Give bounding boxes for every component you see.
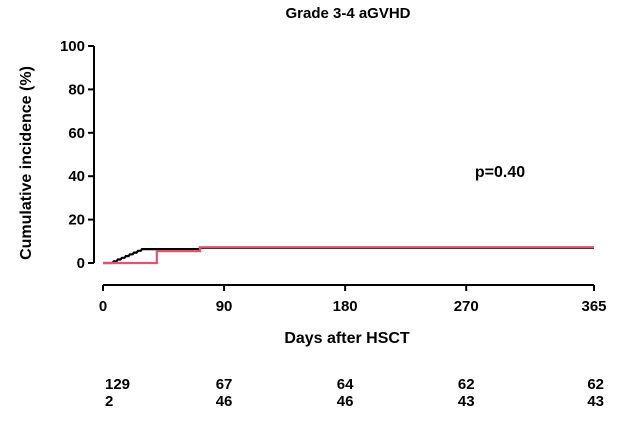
series-line-2: [103, 246, 594, 265]
risk-table-cell: 46: [337, 393, 354, 410]
axes: 0 20 40 60 80 100 0 90 180 270 365: [60, 38, 607, 315]
x-tick-label: 180: [333, 298, 358, 315]
y-axis-label: Cumulative incidence (%): [18, 66, 35, 260]
x-tick-label: 0: [99, 298, 107, 315]
risk-table-cell: 67: [216, 376, 233, 393]
x-tick-label: 270: [454, 298, 479, 315]
y-tick-label: 0: [77, 255, 85, 272]
risk-table-cell: 62: [587, 376, 604, 393]
x-tick-label: 365: [581, 298, 606, 315]
risk-table: 129 67 64 62 62 2 46 46 43 43: [105, 376, 604, 410]
y-tick-label: 40: [68, 168, 85, 185]
y-tick-label: 80: [68, 81, 85, 98]
series-layer: [103, 246, 594, 265]
y-tick-label: 60: [68, 125, 85, 142]
p-value-annotation: p=0.40: [475, 164, 525, 181]
risk-table-cell: 43: [458, 393, 475, 410]
risk-table-cell: 46: [216, 393, 233, 410]
chart-title: Grade 3-4 aGVHD: [285, 5, 410, 22]
series-line-1: [103, 246, 594, 265]
y-tick-label: 100: [60, 38, 85, 55]
x-tick-label: 90: [216, 298, 233, 315]
risk-table-cell: 64: [337, 376, 354, 393]
risk-table-cell: 2: [105, 393, 113, 410]
y-tick-label: 20: [68, 212, 85, 229]
risk-table-cell: 43: [587, 393, 604, 410]
risk-table-cell: 129: [105, 376, 130, 393]
x-axis-label: Days after HSCT: [284, 330, 410, 347]
risk-table-cell: 62: [458, 376, 475, 393]
